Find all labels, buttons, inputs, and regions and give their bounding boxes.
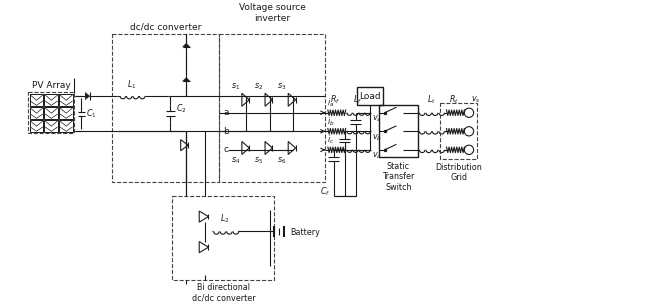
Bar xyxy=(30,94,43,106)
Text: $C_2$: $C_2$ xyxy=(176,103,187,115)
Text: Static
Transfer
Switch: Static Transfer Switch xyxy=(382,162,415,192)
Text: $s_2$: $s_2$ xyxy=(254,82,263,92)
Bar xyxy=(44,120,59,132)
Bar xyxy=(30,107,43,119)
Bar xyxy=(59,120,73,132)
Text: Voltage source
inverter: Voltage source inverter xyxy=(239,3,305,23)
Bar xyxy=(44,94,59,106)
Bar xyxy=(440,103,477,159)
Text: b: b xyxy=(223,127,229,136)
Text: $L_2$: $L_2$ xyxy=(220,212,230,225)
Bar xyxy=(44,107,59,119)
Text: Battery: Battery xyxy=(290,228,320,237)
Bar xyxy=(112,34,218,182)
Text: $v_s$: $v_s$ xyxy=(470,95,480,105)
Text: $R_t$: $R_t$ xyxy=(449,94,459,106)
Text: $s_5$: $s_5$ xyxy=(254,155,263,166)
Text: $C_1$: $C_1$ xyxy=(86,107,97,120)
Text: $s_4$: $s_4$ xyxy=(231,155,240,166)
Bar xyxy=(379,105,418,157)
Text: $i_a$: $i_a$ xyxy=(327,97,334,109)
Text: $s_6$: $s_6$ xyxy=(277,155,286,166)
Text: $v_a$: $v_a$ xyxy=(372,114,382,124)
Bar xyxy=(28,92,74,133)
Text: $v_c$: $v_c$ xyxy=(372,151,382,161)
Text: dc/dc converter: dc/dc converter xyxy=(130,22,201,31)
Text: Distribution
Grid: Distribution Grid xyxy=(436,163,482,182)
Bar xyxy=(59,94,73,106)
Polygon shape xyxy=(182,77,190,81)
Text: $L_t$: $L_t$ xyxy=(426,94,436,106)
Bar xyxy=(30,120,43,132)
Text: $C_f$: $C_f$ xyxy=(320,185,330,198)
Bar xyxy=(172,196,274,280)
Text: $v_b$: $v_b$ xyxy=(372,132,382,143)
Text: $R_f$: $R_f$ xyxy=(330,94,341,106)
Polygon shape xyxy=(182,43,190,47)
Text: a: a xyxy=(223,108,229,117)
Text: $i_b$: $i_b$ xyxy=(327,115,335,128)
Text: $L_1$: $L_1$ xyxy=(127,78,136,91)
Text: c: c xyxy=(223,145,228,154)
Bar xyxy=(357,87,383,105)
Text: PV Array: PV Array xyxy=(32,80,71,90)
Polygon shape xyxy=(85,92,89,100)
Text: $L_f$: $L_f$ xyxy=(353,94,363,106)
Text: $i_c$: $i_c$ xyxy=(327,134,334,146)
Bar xyxy=(218,34,325,182)
Text: Bi directional
dc/dc converter: Bi directional dc/dc converter xyxy=(191,283,255,303)
Text: Load: Load xyxy=(359,91,380,101)
Text: $s_1$: $s_1$ xyxy=(231,82,240,92)
Text: $s_3$: $s_3$ xyxy=(277,82,286,92)
Bar xyxy=(59,107,73,119)
